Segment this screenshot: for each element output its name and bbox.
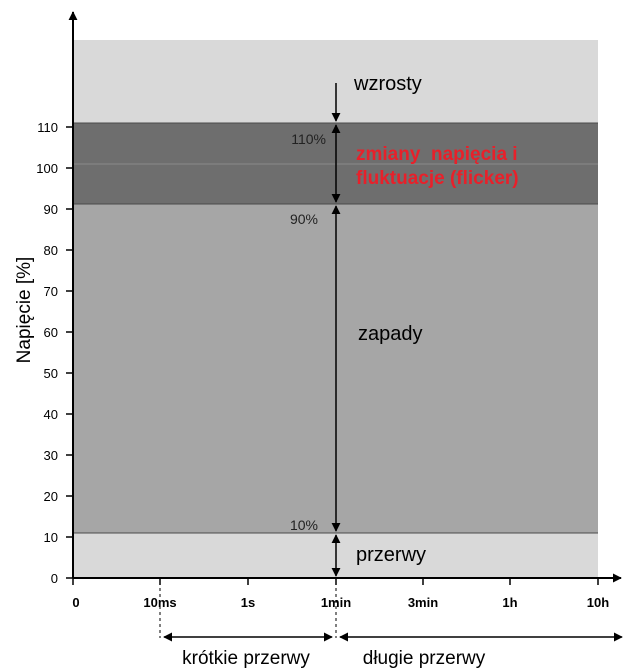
label-zmiany-line2: fluktuacje (flicker) — [356, 168, 519, 189]
y-tick-label: 20 — [44, 489, 58, 504]
mark-10: 10% — [290, 517, 318, 533]
x-tick-label: 1s — [241, 595, 255, 610]
x-tick-label: 1h — [502, 595, 517, 610]
y-axis-label: Napięcie [%] — [14, 257, 35, 364]
y-tick-label: 50 — [44, 366, 58, 381]
y-tick-label: 30 — [44, 448, 58, 463]
y-tick-label: 80 — [44, 243, 58, 258]
mark-90: 90% — [290, 211, 318, 227]
y-tick-label: 90 — [44, 202, 58, 217]
mark-110: 110% — [291, 131, 326, 147]
label-zmiany-line1: zmiany napięcia i — [356, 144, 518, 165]
x-tick-label: 10h — [587, 595, 609, 610]
x-tick-label: 3min — [408, 595, 438, 610]
y-tick-label: 10 — [44, 530, 58, 545]
y-tick-label: 110 — [37, 120, 58, 135]
y-tick-label: 70 — [44, 284, 58, 299]
y-tick-label: 100 — [36, 161, 58, 176]
label-short-breaks: krótkie przerwy — [182, 648, 310, 669]
y-tick-label: 0 — [51, 571, 58, 586]
label-long-breaks: długie przerwy — [363, 648, 486, 669]
y-tick-label: 60 — [44, 325, 58, 340]
x-tick-label: 0 — [72, 595, 79, 610]
label-zapady: zapady — [358, 323, 423, 345]
label-przerwy: przerwy — [356, 544, 426, 566]
y-tick-label: 40 — [44, 407, 58, 422]
label-wzrosty: wzrosty — [353, 73, 422, 95]
